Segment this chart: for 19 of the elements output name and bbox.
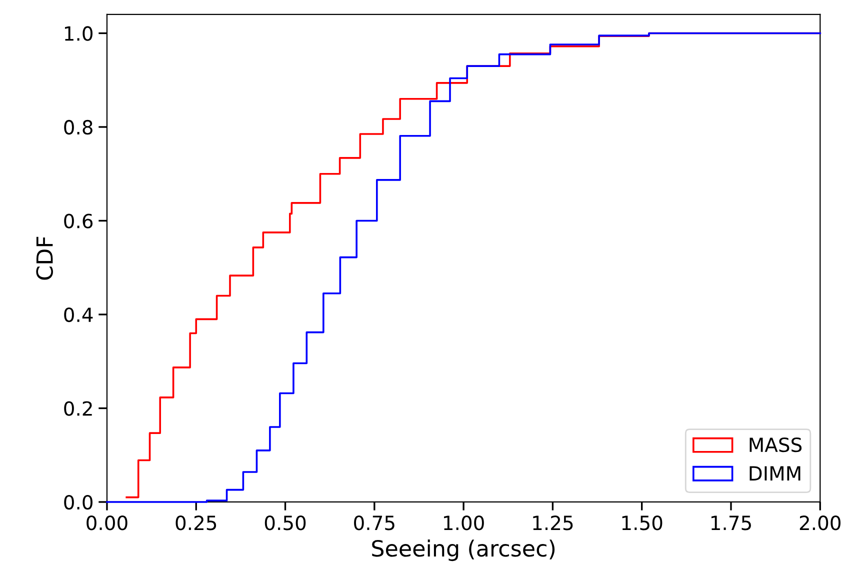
y-axis-title: CDF xyxy=(36,236,53,280)
y-tick-label: 0.4 xyxy=(64,307,93,322)
x-tick-label: 0.00 xyxy=(86,516,128,530)
legend-label: DIMM xyxy=(750,466,800,480)
y-tick-label: 0.6 xyxy=(64,214,93,228)
x-tick-label: 1.75 xyxy=(711,516,751,530)
y-tick-label: 0.8 xyxy=(64,120,92,135)
x-tick-label: 2.00 xyxy=(800,516,840,530)
y-tick-label: 0.0 xyxy=(64,494,92,510)
x-tick-label: 1.50 xyxy=(622,516,662,530)
legend-label: MASS xyxy=(750,437,802,452)
y-tick-label: 1.0 xyxy=(64,26,92,41)
x-tick-label: 1.00 xyxy=(444,516,484,530)
x-tick-label: 0.25 xyxy=(176,516,216,530)
x-axis-title: Seeeing (arcsec) xyxy=(372,540,555,562)
x-tick-label: 0.75 xyxy=(354,516,394,530)
x-tick-label: 1.25 xyxy=(533,516,573,530)
x-tick-label: 0.50 xyxy=(264,516,306,530)
y-tick-label: 0.2 xyxy=(64,401,92,416)
